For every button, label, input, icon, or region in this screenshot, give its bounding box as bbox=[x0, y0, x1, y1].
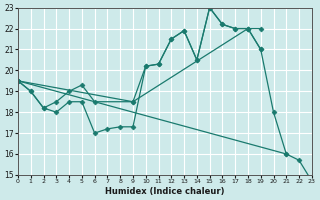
X-axis label: Humidex (Indice chaleur): Humidex (Indice chaleur) bbox=[105, 187, 225, 196]
